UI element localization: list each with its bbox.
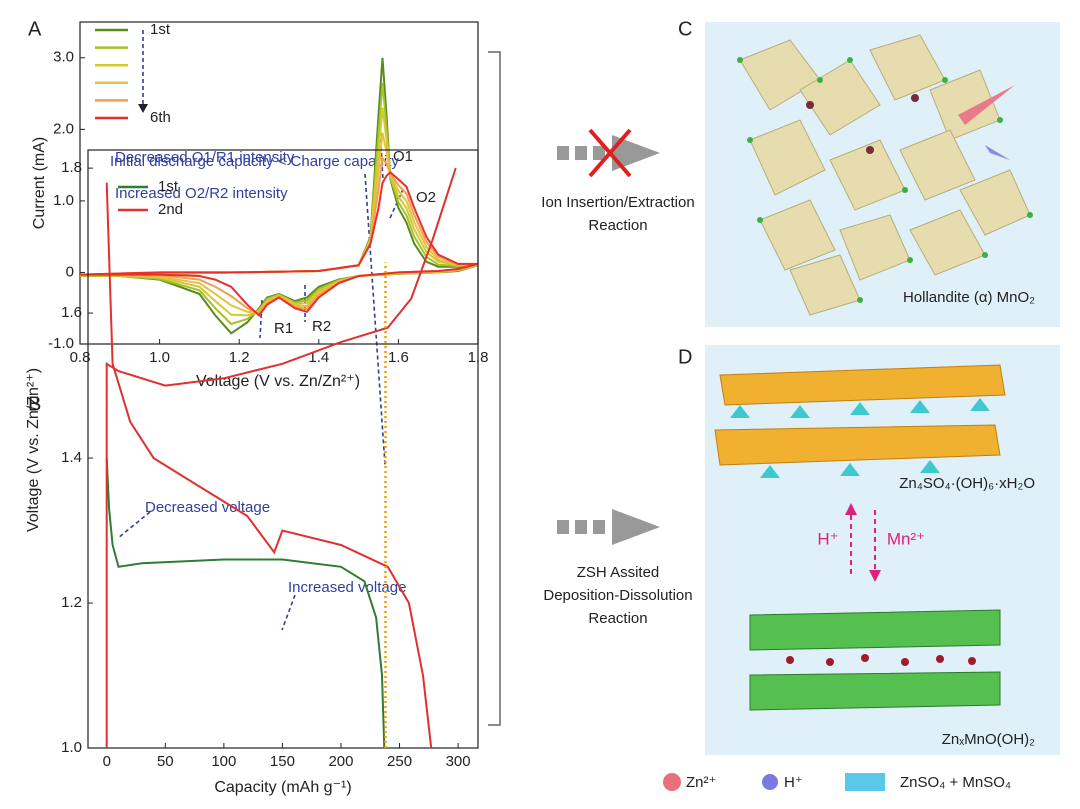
x-tick-label: 1.4 <box>308 349 329 366</box>
panel-caption: ZnₓMnO(OH)₂ <box>942 731 1035 748</box>
arrow-label: Reaction <box>588 217 647 234</box>
plot-frame <box>87 149 479 749</box>
arrow-label: ZSH Assited <box>577 564 660 581</box>
annotation: Increased O2/R2 intensity <box>115 185 288 202</box>
panel-caption: Zn₄SO₄·(OH)₆·xH₂O <box>899 475 1035 492</box>
zn-ion <box>866 146 874 154</box>
series-line <box>105 458 386 749</box>
ion-label: H⁺ <box>817 529 838 548</box>
arrow-top <box>557 128 660 178</box>
panel-label: D <box>678 346 692 368</box>
zn-arrow <box>958 85 1015 125</box>
panel-label: A <box>28 18 42 40</box>
oxygen-atoms <box>737 57 1033 303</box>
x-tick-label: 0 <box>103 753 111 770</box>
legend-arrowhead <box>138 104 148 113</box>
arrow-label: Ion Insertion/Extraction <box>541 194 694 211</box>
panel-label: B <box>28 393 41 415</box>
arrow-label: Reaction <box>588 610 647 627</box>
annotation: Decreased O1/R1 intensity <box>115 149 295 166</box>
x-tick-label: 100 <box>211 753 236 770</box>
y-tick-label: 1.6 <box>61 304 82 321</box>
zsh-layers <box>714 364 1006 478</box>
annotation-arrows <box>117 173 386 631</box>
y-tick-label: 2.0 <box>53 120 74 137</box>
znmno-layers <box>749 609 1001 711</box>
legend-label: 1st <box>158 178 179 195</box>
series-line <box>105 167 457 749</box>
y-tick-label: -1.0 <box>48 335 74 352</box>
panel-label: C <box>678 18 692 40</box>
y-tick-label: 1.4 <box>61 449 82 466</box>
x-tick-label: 1.6 <box>388 349 409 366</box>
y-tick-label: 0 <box>66 263 74 280</box>
legend-swatch <box>663 773 681 791</box>
x-tick-label: 300 <box>446 753 471 770</box>
legend-label: 2nd <box>158 201 183 218</box>
legend-label: Zn²⁺ <box>686 774 716 791</box>
annotation: R2 <box>312 318 331 335</box>
legend-label: H⁺ <box>784 774 803 791</box>
x-tick-label: 1.0 <box>149 349 170 366</box>
arrowhead <box>845 503 857 515</box>
x-tick-label: 0.8 <box>70 349 91 366</box>
annotation: O1 <box>393 148 413 165</box>
y-tick-label: 1.2 <box>61 594 82 611</box>
y-tick-label: 1.0 <box>61 739 82 756</box>
panel-caption: Hollandite (α) MnO₂ <box>903 289 1035 306</box>
annotation: Decreased voltage <box>145 499 270 516</box>
x-axis-label: Capacity (mAh g⁻¹) <box>214 779 351 796</box>
series-line <box>79 170 479 317</box>
series-line <box>79 107 479 317</box>
arrow-bottom <box>557 509 660 545</box>
annotation: O2 <box>416 189 436 206</box>
arrowhead <box>869 570 881 582</box>
legend-label: ZnSO₄ + MnSO₄ <box>900 774 1011 791</box>
y-tick-label: 1.0 <box>53 192 74 209</box>
zn-ion <box>806 101 814 109</box>
legend-swatch <box>845 773 885 791</box>
exchange-arrows <box>850 510 876 575</box>
hollandite-structure <box>739 34 1031 316</box>
zn-ion <box>911 94 919 102</box>
x-axis-label: Voltage (V vs. Zn/Zn²⁺) <box>196 373 360 390</box>
x-tick-label: 200 <box>328 753 353 770</box>
y-axis-label: Voltage (V vs. Zn/Zn²⁺) <box>25 368 42 532</box>
y-tick-label: 3.0 <box>53 49 74 66</box>
y-axis-label: Current (mA) <box>31 137 48 229</box>
legend-swatch <box>762 774 778 790</box>
x-tick-label: 1.2 <box>229 349 250 366</box>
legend-label: 1st <box>150 21 171 38</box>
x-tick-label: 250 <box>387 753 412 770</box>
legend-label: 6th <box>150 109 171 126</box>
x-tick-label: 50 <box>157 753 174 770</box>
bracket <box>488 51 501 726</box>
annotation: Initial discharge capacity < Charge capa… <box>110 153 399 170</box>
y-tick-label: 1.8 <box>61 159 82 176</box>
ion-label: Mn²⁺ <box>887 529 925 548</box>
annotation: R1 <box>274 320 293 337</box>
x-tick-label: 150 <box>270 753 295 770</box>
annotation: Increased voltage <box>288 579 406 596</box>
arrow-label: Deposition-Dissolution <box>543 587 692 604</box>
h-arrow <box>985 145 1010 160</box>
